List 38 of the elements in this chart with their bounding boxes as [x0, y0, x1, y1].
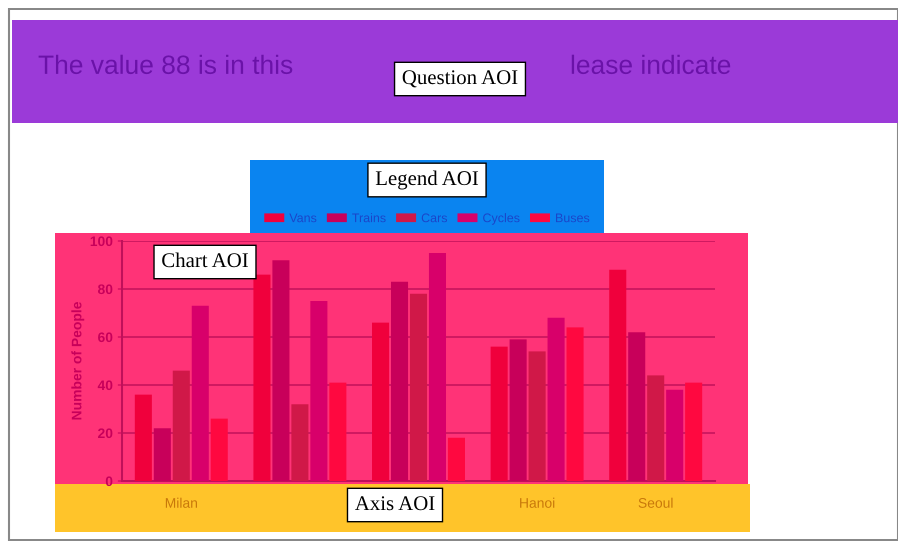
- bar: [666, 390, 684, 481]
- bar: [390, 282, 408, 481]
- bar: [510, 339, 527, 481]
- bar: [134, 394, 152, 481]
- legend-label: Trains: [352, 213, 386, 222]
- bar: [685, 382, 702, 481]
- bar: [609, 270, 626, 481]
- bar: [210, 418, 228, 481]
- bar: [291, 404, 308, 481]
- x-tick-label: Hanoi: [520, 498, 554, 508]
- bar: [310, 301, 328, 481]
- bar: [329, 382, 346, 481]
- bar: [548, 318, 565, 481]
- x-tick-label: Milan: [166, 498, 197, 508]
- text: Legend AOI: [376, 170, 478, 190]
- bar: [410, 294, 428, 481]
- text: Question AOI: [402, 70, 518, 88]
- legend-label: Buses: [556, 214, 590, 222]
- annotation: Chart AOI: [162, 252, 248, 268]
- bar: [448, 438, 465, 481]
- bar: [372, 322, 390, 481]
- x-tick-label: Seoul: [638, 498, 673, 508]
- bar: [628, 332, 646, 481]
- bar: [428, 253, 446, 481]
- bar: [272, 260, 290, 481]
- text: Axis AOI: [354, 496, 434, 510]
- bar: [253, 274, 270, 481]
- bar: [154, 428, 171, 481]
- legend-label: Vans: [289, 214, 316, 222]
- bar: [647, 375, 664, 481]
- bar: [192, 306, 209, 481]
- legend-label: Cycles: [483, 213, 520, 225]
- bar: [566, 327, 584, 481]
- bar: [172, 370, 190, 481]
- legend-label: Cars: [422, 213, 448, 222]
- y-tick-label: 0: [106, 476, 112, 486]
- bar: [528, 351, 546, 481]
- bar: [490, 346, 508, 481]
